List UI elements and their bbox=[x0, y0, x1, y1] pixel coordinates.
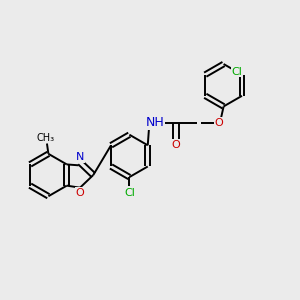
Text: N: N bbox=[76, 152, 84, 162]
Text: Cl: Cl bbox=[231, 67, 242, 77]
Text: O: O bbox=[172, 140, 180, 150]
Text: O: O bbox=[76, 188, 84, 198]
Text: CH₃: CH₃ bbox=[36, 133, 55, 142]
Text: Cl: Cl bbox=[124, 188, 135, 198]
Text: O: O bbox=[215, 118, 224, 128]
Text: NH: NH bbox=[145, 116, 164, 129]
